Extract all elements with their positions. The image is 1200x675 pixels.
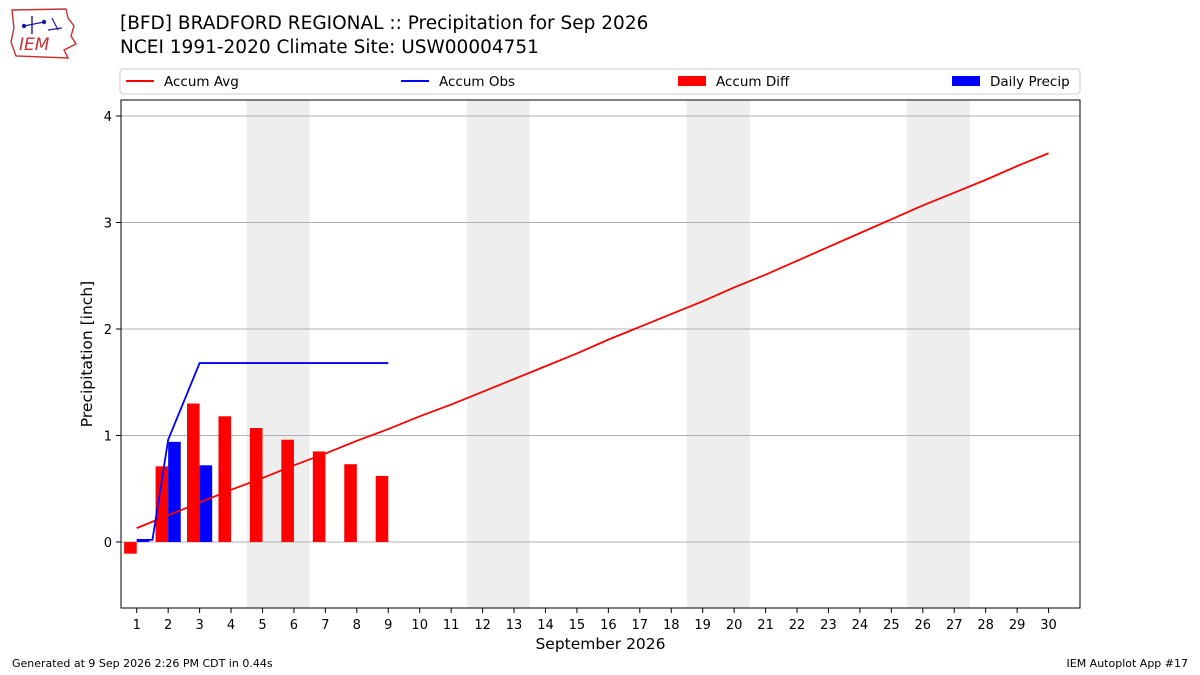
x-tick-label: 8 — [353, 618, 361, 633]
y-tick-label: 3 — [104, 216, 112, 231]
x-tick-label: 15 — [569, 618, 586, 633]
x-axis-ticks: 1 2 3 4 5 6 7 8 9 10 11 12 13 14 15 16 17 18 19 20 21 22 23 24 2… — [133, 608, 1057, 633]
plot-frame — [120, 99, 1081, 609]
title-line-2: NCEI 1991-2020 Climate Site: USW00004751 — [120, 37, 539, 58]
legend-label: Accum Obs — [439, 74, 515, 90]
x-tick-label: 2 — [164, 618, 172, 633]
weekend-band — [686, 100, 750, 608]
x-tick-label: 1 — [133, 618, 141, 633]
accum-diff-bar — [312, 451, 326, 542]
x-tick-label: 10 — [411, 618, 428, 633]
x-tick-label: 7 — [321, 618, 329, 633]
daily-precip-bar — [199, 465, 213, 542]
x-tick-label: 5 — [258, 618, 266, 633]
y-tick-label: 2 — [104, 323, 112, 338]
x-tick-label: 26 — [915, 618, 932, 633]
x-tick-label: 24 — [852, 618, 869, 633]
y-tick-label: 1 — [104, 429, 112, 444]
weekend-shading — [246, 100, 970, 608]
x-tick-label: 27 — [946, 618, 963, 633]
iem-logo-text: IEM — [19, 35, 50, 55]
legend: Accum Avg Accum Obs Accum Diff Daily Precip — [119, 68, 1081, 95]
x-tick-label: 12 — [474, 618, 491, 633]
accum-diff-bar — [344, 464, 357, 542]
daily-precip-bar — [136, 539, 150, 542]
legend-label: Accum Diff — [716, 74, 790, 90]
daily-precip-bar — [168, 441, 181, 542]
accum-diff-bar — [155, 466, 169, 542]
iem-logo-graphic: IEM — [10, 8, 78, 59]
lines — [136, 152, 1049, 541]
legend-swatch-patch — [678, 76, 706, 86]
x-tick-label: 23 — [820, 618, 837, 633]
x-tick-label: 13 — [506, 618, 523, 633]
weekend-band — [907, 100, 970, 608]
y-axis-label: Precipitation [inch] — [78, 281, 96, 427]
title-line-1: [BFD] BRADFORD REGIONAL :: Precipitation… — [120, 13, 649, 34]
x-tick-label: 14 — [537, 618, 554, 633]
accum-diff-bar — [375, 475, 389, 542]
x-tick-label: 19 — [694, 618, 711, 633]
x-tick-label: 25 — [883, 618, 900, 633]
x-tick-label: 4 — [227, 618, 235, 633]
x-tick-label: 17 — [632, 618, 649, 633]
iem-logo: IEM — [8, 6, 82, 60]
x-tick-label: 29 — [1009, 618, 1026, 633]
legend-label: Accum Avg — [164, 74, 239, 90]
accum-avg-line — [136, 152, 1049, 529]
weekend-band — [466, 100, 530, 608]
generated-timestamp: Generated at 9 Sep 2026 2:26 PM CDT in 0… — [12, 657, 273, 670]
x-tick-label: 18 — [663, 618, 680, 633]
x-axis-label: September 2026 — [535, 635, 665, 653]
chart-title: [BFD] BRADFORD REGIONAL :: Precipitation… — [120, 12, 648, 60]
accum-diff-bar — [218, 416, 232, 542]
x-tick-label: 20 — [726, 618, 743, 633]
y-tick-label: 4 — [104, 110, 112, 125]
accum-diff-bar — [124, 541, 137, 554]
accum-diff-bar — [249, 428, 263, 542]
app-credit: IEM Autoplot App #17 — [1066, 657, 1189, 670]
grid-lines — [121, 115, 1080, 543]
accum-diff-bar — [281, 439, 294, 542]
legend-swatch-patch — [952, 76, 980, 86]
accum-obs-line — [136, 362, 389, 541]
x-tick-label: 28 — [977, 618, 994, 633]
x-tick-label: 9 — [384, 618, 392, 633]
x-tick-label: 22 — [789, 618, 806, 633]
legend-box — [119, 68, 1081, 95]
y-axis-ticks: 0 1 2 3 4 — [104, 110, 121, 551]
accum-diff-bar — [187, 403, 200, 542]
x-tick-label: 11 — [443, 618, 460, 633]
bars — [124, 403, 389, 554]
x-tick-label: 6 — [290, 618, 298, 633]
legend-label: Daily Precip — [990, 74, 1070, 90]
y-tick-label: 0 — [104, 536, 112, 551]
x-tick-label: 30 — [1040, 618, 1057, 633]
x-tick-label: 3 — [195, 618, 203, 633]
x-tick-label: 16 — [600, 618, 617, 633]
x-tick-label: 21 — [757, 618, 774, 633]
